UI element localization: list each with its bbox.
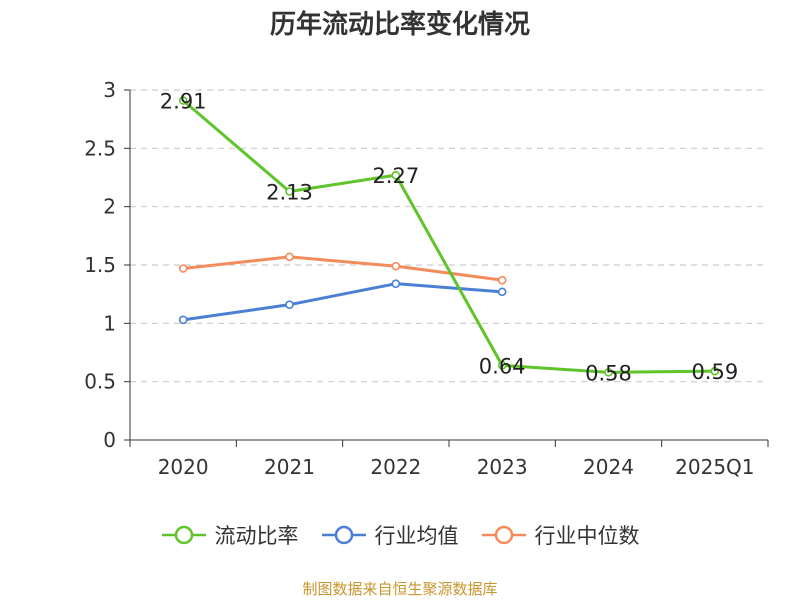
x-tick-label: 2022: [370, 455, 421, 479]
data-point: [285, 252, 294, 262]
y-tick-label: 1.5: [84, 253, 116, 277]
grid-lines: [130, 89, 768, 383]
data-point: [178, 96, 188, 105]
series-line: [183, 255, 503, 282]
data-labels: 2.91 2.13 2.27 0.64 0.58 0.59: [160, 90, 738, 386]
data-label: 0.58: [585, 361, 632, 385]
y-tick-label: 3: [103, 78, 116, 102]
data-point: [710, 366, 720, 376]
data-point: [497, 275, 507, 285]
legend-label: 行业中位数: [534, 524, 640, 548]
y-tick-label: 1: [103, 311, 116, 335]
chart-title: 历年流动比率变化情况: [269, 10, 530, 40]
y-tick-label: 0: [103, 428, 116, 452]
y-tick-label: 0.5: [84, 370, 116, 394]
data-point: [285, 187, 294, 196]
data-point: [391, 261, 401, 271]
legend-item-current-ratio[interactable]: 流动比率: [161, 520, 299, 550]
legend-marker-icon: [161, 525, 206, 545]
data-source-note: 制图数据来自恒生聚源数据库: [302, 580, 498, 598]
data-point: [178, 315, 188, 325]
legend-item-industry-average[interactable]: 行业均值: [321, 520, 459, 550]
data-point: [391, 279, 401, 288]
legend: 流动比率 行业均值 行业中位数: [0, 520, 800, 550]
x-tick-label: 2020: [158, 455, 209, 479]
data-label: 0.64: [479, 354, 526, 378]
data-point: [391, 170, 401, 180]
data-point: [497, 361, 507, 370]
data-label: 2.13: [266, 181, 313, 205]
y-tick-label: 2.5: [84, 136, 116, 160]
legend-label: 流动比率: [214, 524, 299, 548]
x-tick-label: 2021: [264, 455, 315, 479]
data-point: [285, 300, 294, 309]
data-point: [604, 368, 613, 377]
x-tick-label: 2023: [477, 455, 528, 479]
data-point: [178, 264, 188, 273]
x-tick-label: 2025Q1: [675, 455, 754, 479]
data-label: 2.91: [160, 90, 207, 114]
series-line: [182, 282, 503, 322]
legend-marker-icon: [481, 525, 526, 545]
y-tick-label: 2: [103, 195, 116, 219]
series-lines: [178, 96, 720, 377]
data-label: 0.59: [691, 360, 738, 384]
data-label: 2.27: [372, 164, 419, 188]
x-tick-label: 2024: [583, 455, 634, 479]
series-line: [182, 99, 715, 374]
legend-item-industry-median[interactable]: 行业中位数: [481, 520, 640, 550]
legend-marker-icon: [321, 525, 366, 545]
axes: 0 0.5 1 1.5 2 2.5 3 2020 2021 2022 2023 2024 2025Q1: [84, 78, 769, 479]
legend-label: 行业均值: [374, 524, 459, 548]
data-point: [497, 287, 507, 297]
